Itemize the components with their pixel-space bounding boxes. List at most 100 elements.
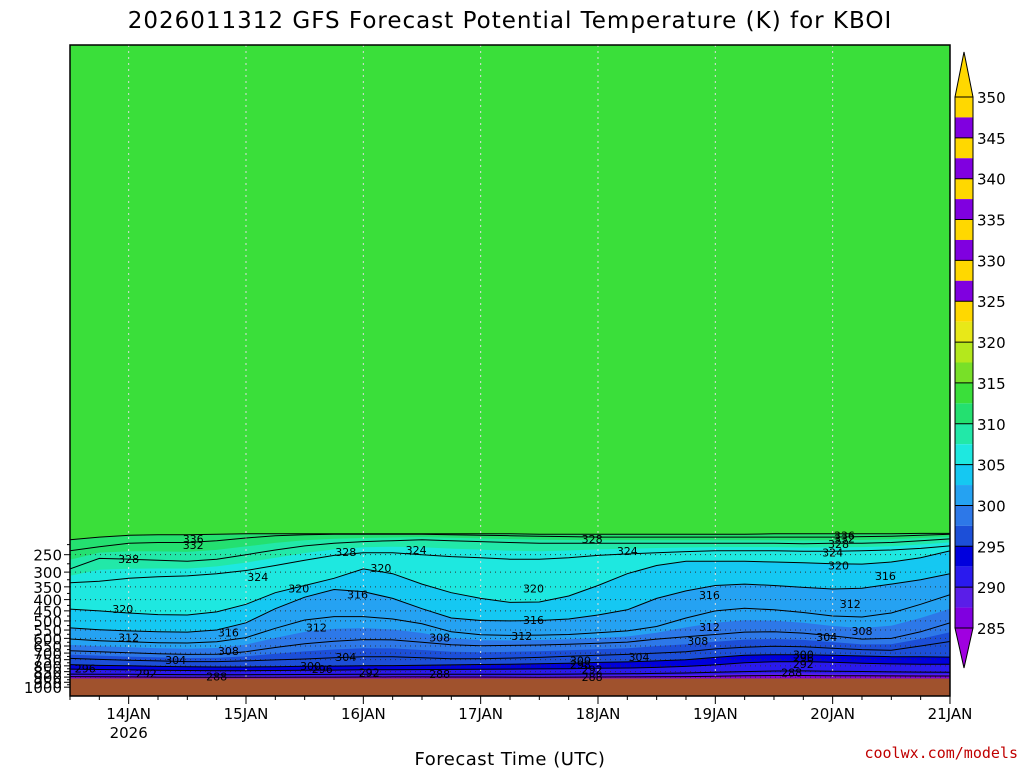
colorbar-swatch bbox=[955, 566, 973, 588]
contour-label: 312 bbox=[840, 598, 861, 611]
contour-label: 328 bbox=[582, 533, 603, 546]
contour-label: 292 bbox=[136, 668, 157, 681]
x-tick-label: 19JAN bbox=[693, 705, 738, 723]
theta-color-bands bbox=[70, 45, 950, 696]
x-tick-label: 21JAN bbox=[928, 705, 973, 723]
colorbar-swatch bbox=[955, 587, 973, 608]
isentrope-line bbox=[70, 675, 950, 678]
colorbar-extend-top bbox=[954, 51, 974, 98]
y-tick-label: 600 bbox=[33, 630, 62, 648]
contour-label: 304 bbox=[165, 654, 186, 667]
contour-label: 298 bbox=[570, 659, 591, 672]
isentrope-line bbox=[70, 533, 950, 552]
contour-label: 304 bbox=[335, 651, 356, 664]
contour-label: 324 bbox=[822, 546, 843, 559]
y-tick-label: 450 bbox=[33, 603, 62, 621]
contour-label: 300 bbox=[570, 654, 591, 667]
y-tick-label: 850 bbox=[33, 664, 62, 682]
colorbar-swatch bbox=[955, 219, 973, 240]
colorbar-swatch bbox=[955, 607, 973, 628]
x-axis-title: Forecast Time (UTC) bbox=[415, 749, 606, 768]
y-tick-label: 700 bbox=[33, 645, 62, 663]
contour-label: 288 bbox=[781, 667, 802, 680]
colorbar-label: 295 bbox=[977, 538, 1006, 556]
contour-label: 288 bbox=[582, 671, 603, 684]
isentrope-line bbox=[70, 538, 950, 570]
isentrope-line bbox=[70, 661, 950, 672]
isentrope-line bbox=[70, 550, 950, 616]
contour-label: 316 bbox=[699, 589, 720, 602]
colorbar-swatch bbox=[955, 525, 973, 547]
x-tick-label: 20JAN bbox=[810, 705, 855, 723]
contour-label: 324 bbox=[406, 544, 427, 557]
contour-label: 328 bbox=[828, 538, 849, 551]
colorbar-swatch bbox=[955, 260, 973, 281]
contour-label: 312 bbox=[118, 631, 139, 644]
contour-label: 324 bbox=[617, 545, 638, 558]
y-tick-label: 650 bbox=[33, 638, 62, 656]
contour-label: 316 bbox=[347, 589, 368, 602]
isentrope-line bbox=[70, 654, 950, 668]
contour-label: 296 bbox=[75, 662, 96, 675]
source-credit: coolwx.com/models bbox=[864, 744, 1018, 762]
colorbar-swatch bbox=[955, 137, 973, 159]
colorbar-swatch bbox=[955, 382, 973, 404]
contour-label: 292 bbox=[793, 658, 814, 671]
colorbar-swatch bbox=[955, 199, 973, 220]
colorbar-label: 305 bbox=[977, 457, 1006, 475]
contour-label: 312 bbox=[511, 630, 532, 643]
colorbar-legend: 285 290 295 300 305 310 315 320 325 330 335 340 345 3… bbox=[954, 51, 1006, 669]
contour-label: 332 bbox=[834, 532, 855, 545]
colorbar-swatch bbox=[955, 485, 973, 506]
colorbar-label: 340 bbox=[977, 171, 1006, 189]
contour-label: 288 bbox=[429, 668, 450, 681]
y-tick-label: 400 bbox=[33, 592, 62, 610]
contour-label: 296 bbox=[312, 663, 333, 676]
contour-label: 296 bbox=[793, 652, 814, 665]
isentrope-line bbox=[70, 670, 950, 676]
contour-label: 320 bbox=[523, 583, 544, 596]
contour-label: 320 bbox=[112, 603, 133, 616]
y-tick-label: 250 bbox=[33, 547, 62, 565]
isentrope-line bbox=[70, 594, 950, 644]
colorbar-label: 325 bbox=[977, 293, 1006, 311]
colorbar-swatch bbox=[955, 97, 973, 118]
contour-label: 292 bbox=[582, 663, 603, 676]
isentrope-line bbox=[70, 573, 950, 633]
y-tick-label: 750 bbox=[33, 652, 62, 670]
terrain-below-surface bbox=[70, 678, 950, 696]
y-tick-label: 950 bbox=[33, 674, 62, 692]
colorbar-swatch bbox=[955, 546, 973, 567]
colorbar-swatch bbox=[955, 239, 973, 261]
x-tick-sublabel: 2026 bbox=[110, 724, 148, 742]
x-tick-label: 17JAN bbox=[458, 705, 503, 723]
colorbar-swatch bbox=[955, 117, 973, 138]
isentrope-line bbox=[70, 641, 950, 663]
y-tick-label: 500 bbox=[33, 613, 62, 631]
contour-label: 336 bbox=[834, 529, 855, 542]
isentrope-contours bbox=[70, 532, 950, 678]
isentrope-line bbox=[70, 622, 950, 655]
contour-label: 320 bbox=[288, 583, 309, 596]
contour-label: 300 bbox=[793, 649, 814, 662]
contour-label: 312 bbox=[699, 621, 720, 634]
contour-label: 328 bbox=[118, 553, 139, 566]
theta-band bbox=[70, 45, 950, 540]
contour-label: 308 bbox=[687, 635, 708, 648]
isentrope-line bbox=[70, 545, 950, 584]
contour-label: 320 bbox=[370, 562, 391, 575]
colorbar-swatch bbox=[955, 403, 973, 424]
colorbar-label: 350 bbox=[977, 89, 1006, 107]
y-tick-label: 1000 bbox=[24, 679, 62, 697]
contour-label: 308 bbox=[851, 625, 872, 638]
contour-label: 308 bbox=[218, 645, 239, 658]
colorbar-label: 345 bbox=[977, 130, 1006, 148]
colorbar-label: 335 bbox=[977, 212, 1006, 230]
contour-label: 300 bbox=[300, 660, 321, 673]
colorbar-swatch bbox=[955, 321, 973, 343]
colorbar-label: 310 bbox=[977, 416, 1006, 434]
colorbar-label: 290 bbox=[977, 579, 1006, 597]
